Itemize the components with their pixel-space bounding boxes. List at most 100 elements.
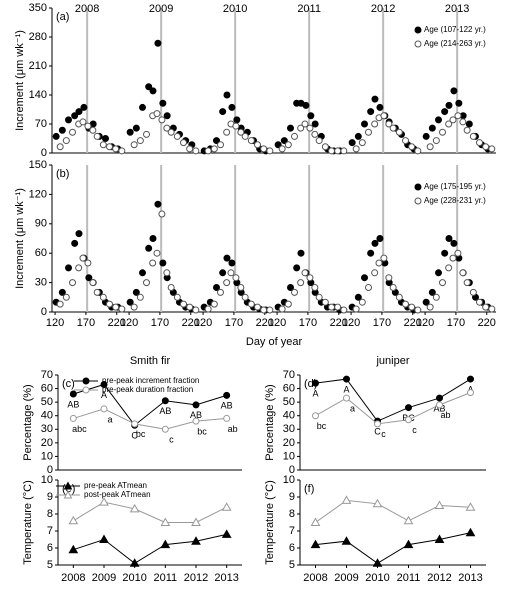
marker: [69, 279, 76, 287]
panel-label: (c): [62, 378, 75, 390]
marker: [354, 132, 362, 140]
marker: [139, 269, 146, 277]
marker: [361, 120, 368, 128]
legend-marker: [82, 377, 90, 385]
marker: [232, 122, 240, 130]
series-line: [315, 532, 471, 564]
marker: [402, 137, 409, 145]
x-tick-label: 120: [46, 317, 64, 329]
marker: [260, 145, 268, 153]
legend-marker: [414, 26, 422, 34]
x-tick-label: 2008: [61, 572, 85, 584]
y-tick-label: 5: [289, 559, 295, 571]
marker: [414, 306, 422, 314]
marker: [426, 143, 434, 151]
significance-letter: A: [101, 390, 107, 400]
y-axis-label: Increment (μm wk⁻¹): [14, 30, 26, 131]
panel-label: (f): [304, 483, 314, 495]
x-tick-label: 2011: [154, 572, 178, 584]
marker: [371, 95, 379, 103]
marker: [223, 254, 231, 262]
marker: [191, 517, 201, 526]
marker: [284, 141, 292, 149]
marker: [221, 502, 232, 511]
marker: [167, 128, 175, 136]
legend-marker: [82, 386, 90, 394]
marker: [227, 269, 235, 277]
marker: [132, 124, 140, 132]
marker: [449, 254, 457, 262]
marker: [301, 269, 309, 277]
marker: [118, 305, 126, 313]
marker: [482, 143, 490, 151]
marker: [62, 293, 70, 301]
marker: [395, 293, 403, 301]
marker: [192, 401, 200, 409]
marker: [106, 143, 113, 151]
y-tick-label: 6: [289, 542, 295, 554]
x-tick-label: 2008: [303, 572, 327, 584]
marker: [85, 274, 93, 282]
y-tick-label: 0: [47, 464, 53, 476]
marker: [441, 249, 449, 257]
marker: [371, 269, 379, 277]
marker: [210, 300, 218, 308]
marker: [241, 293, 249, 301]
marker: [84, 259, 92, 267]
year-label: 2008: [75, 3, 99, 15]
x-tick-label: 220: [182, 317, 200, 329]
marker: [241, 132, 249, 140]
marker: [173, 293, 181, 301]
marker: [454, 112, 462, 120]
y-tick-label: 70: [41, 369, 53, 381]
marker: [469, 288, 477, 296]
legend-label: Age (175-195 yr.): [424, 182, 486, 191]
marker: [160, 539, 171, 549]
significance-letter: a: [350, 403, 355, 413]
marker: [71, 112, 79, 120]
y-tick-label: 8: [47, 508, 53, 520]
marker: [445, 101, 453, 109]
marker: [376, 235, 384, 242]
y-tick-label: 50: [283, 396, 295, 408]
marker: [219, 269, 227, 277]
marker: [149, 235, 157, 242]
marker: [167, 284, 175, 291]
marker: [428, 124, 436, 132]
y-tick-label: 70: [283, 369, 295, 381]
marker: [439, 279, 446, 287]
y-axis-label: Temperature (°C): [264, 480, 276, 564]
significance-letter: A: [343, 384, 349, 394]
y-tick-label: 20: [41, 437, 53, 449]
marker: [254, 141, 261, 149]
y-tick-label: 0: [41, 147, 47, 159]
marker: [254, 303, 261, 311]
marker: [153, 249, 161, 257]
marker: [191, 536, 201, 545]
y-tick-label: 10: [283, 474, 295, 486]
significance-letter: ab: [440, 410, 450, 420]
marker: [130, 303, 138, 311]
y-tick-label: 10: [283, 450, 295, 462]
marker: [161, 397, 169, 405]
x-tick-label: 220: [330, 317, 348, 329]
marker: [217, 288, 224, 296]
marker: [223, 128, 231, 136]
significance-letter: c: [169, 435, 174, 445]
marker: [223, 391, 231, 399]
marker: [223, 91, 231, 99]
marker: [154, 200, 162, 208]
y-tick-label: 7: [289, 525, 295, 537]
marker: [315, 137, 323, 145]
x-tick-label: 2013: [214, 572, 238, 584]
marker: [389, 284, 397, 291]
marker: [163, 269, 171, 277]
marker: [467, 375, 474, 383]
marker: [132, 288, 140, 296]
marker: [297, 279, 305, 287]
significance-letter: ab: [228, 424, 238, 434]
marker: [321, 143, 329, 151]
significance-letter: AB: [67, 399, 79, 409]
y-tick-label: 10: [41, 474, 53, 486]
